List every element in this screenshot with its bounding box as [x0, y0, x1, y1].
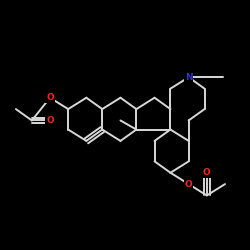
Text: O: O: [46, 116, 54, 125]
Text: O: O: [46, 93, 54, 102]
Text: N: N: [185, 73, 192, 82]
Text: O: O: [203, 168, 211, 177]
Text: O: O: [185, 180, 192, 188]
